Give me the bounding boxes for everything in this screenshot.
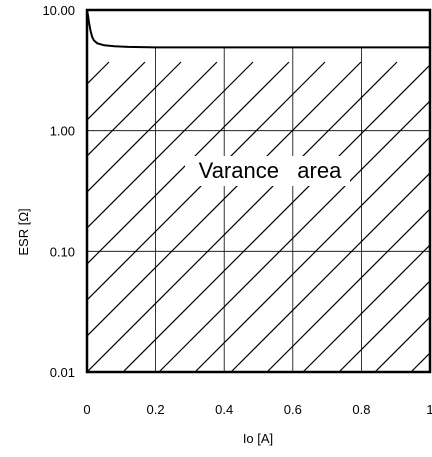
x-tick-label: 0 [83,402,90,417]
y-tick-label: 1.00 [50,124,75,139]
x-tick-label: 0.6 [284,402,302,417]
hatch-line [374,316,430,372]
series-group [86,9,430,49]
hatched-region [87,10,430,372]
y-axis-label: ESR [Ω] [16,208,31,255]
grid-lines [87,10,430,372]
hatch-line [266,208,430,372]
hatch-line [158,100,430,372]
x-tick-labels: 0 0.2 0.4 0.6 0.8 1 [83,402,432,417]
hatch-line [338,280,430,372]
hatch-line [122,64,430,372]
hatch-line [194,136,430,372]
x-tick-label: 0.4 [215,402,233,417]
hatch-line [87,61,182,157]
hatch-line [87,61,254,229]
y-tick-label: 0.01 [50,365,75,380]
hatch-line [87,61,398,372]
y-tick-label: 0.10 [50,244,75,259]
variance-area-label: Varance area [199,158,342,183]
hatch-line [230,172,430,372]
series-line [86,9,430,49]
hatch-line [87,61,326,301]
x-tick-label: 0.8 [352,402,370,417]
hatch-mask-label [185,156,350,186]
x-tick-label: 0.2 [147,402,165,417]
x-tick-label: 1 [426,402,432,417]
x-axis-label: Io [A] [243,431,273,446]
y-tick-labels: 0.01 0.10 1.00 10.00 [42,3,75,380]
hatch-line [87,61,146,121]
hatch-line [87,61,362,337]
hatch-line [302,244,430,372]
plot-frame [85,8,432,374]
hatch-line [87,61,290,265]
hatch-mask-top [87,10,430,48]
hatch-line [87,61,218,193]
y-tick-label: 10.00 [42,3,75,18]
